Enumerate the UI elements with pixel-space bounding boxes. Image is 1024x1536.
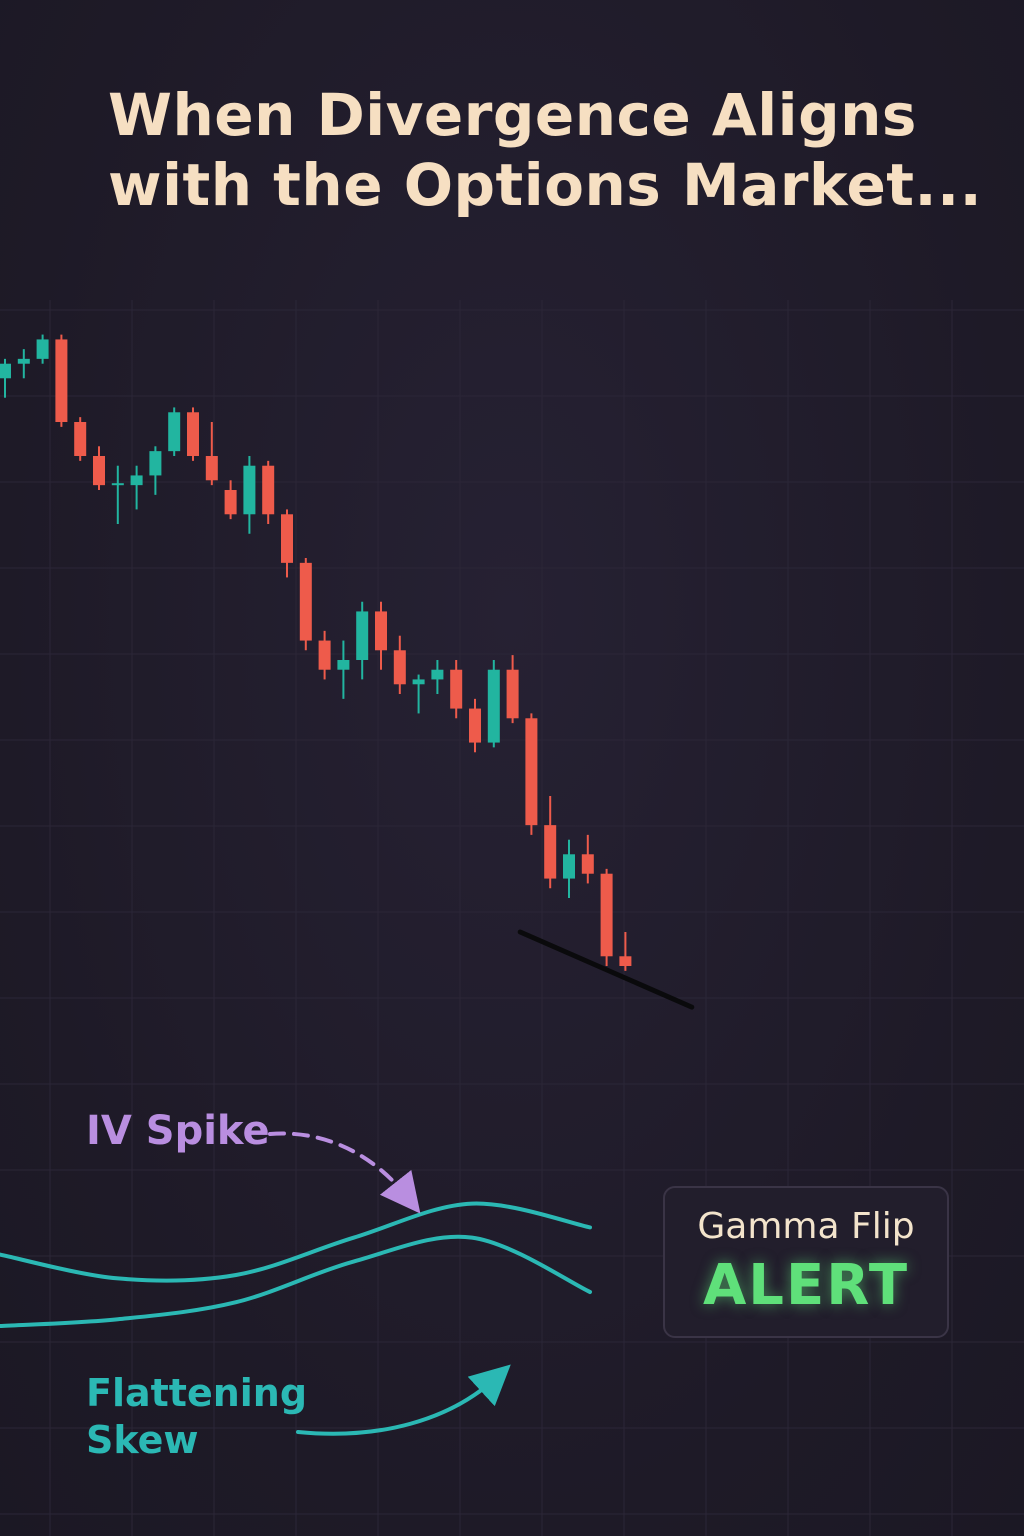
candle <box>431 660 444 694</box>
flattening-skew-label: Flattening Skew <box>86 1370 346 1464</box>
candle-body <box>581 854 594 874</box>
candle <box>55 334 68 427</box>
candle <box>506 655 519 724</box>
candle <box>393 635 406 694</box>
candle-body <box>506 669 519 719</box>
candle-body <box>393 650 406 685</box>
candle-body <box>600 873 613 957</box>
candle-body <box>450 669 463 709</box>
candle-body <box>544 825 557 879</box>
candle <box>356 601 369 680</box>
candle-body <box>111 483 124 486</box>
candle-body <box>525 718 538 826</box>
candle <box>130 465 143 510</box>
gamma-flip-alert-box: Gamma Flip ALERT <box>663 1186 949 1338</box>
candle <box>205 422 218 486</box>
candle <box>525 713 538 835</box>
candle <box>281 509 293 578</box>
divergence-trendline <box>517 929 695 1010</box>
candle <box>36 334 49 364</box>
candle-body <box>262 465 275 515</box>
candle <box>318 630 331 680</box>
candle <box>243 456 256 534</box>
candle <box>619 932 632 971</box>
candle <box>563 839 575 898</box>
candle <box>111 465 124 524</box>
candle-body <box>17 358 30 364</box>
candle <box>262 460 275 524</box>
candle-body <box>337 660 350 670</box>
candle-body <box>243 465 256 515</box>
candle <box>168 407 181 456</box>
iv-spike-arrow <box>268 1131 421 1214</box>
candlestick-series <box>0 334 632 971</box>
candle-body <box>149 451 162 476</box>
candle-body <box>168 412 181 452</box>
skew-label-line-2: Skew <box>86 1418 199 1462</box>
candle-body <box>130 475 143 486</box>
candle <box>74 417 87 461</box>
candle-body <box>36 339 49 359</box>
candle <box>17 349 30 379</box>
candle-body <box>224 490 237 515</box>
candle <box>299 558 312 651</box>
candle-body <box>93 456 105 486</box>
curve-iv <box>0 1201 592 1283</box>
candle-body <box>318 640 331 670</box>
candle-body <box>469 708 481 743</box>
candle <box>187 407 199 461</box>
candle-body <box>431 669 444 680</box>
title-line-2: with the Options Market... <box>108 151 983 219</box>
candle <box>600 868 613 966</box>
candle <box>544 796 557 889</box>
candle <box>0 358 11 398</box>
candle <box>149 446 162 495</box>
candle <box>224 480 237 520</box>
candle <box>581 834 594 884</box>
candle-body <box>281 514 293 563</box>
iv-spike-label: IV Spike <box>86 1108 270 1154</box>
candle-body <box>356 611 369 660</box>
candle-body <box>55 339 68 422</box>
candle-body <box>299 562 312 641</box>
candle <box>93 446 105 490</box>
skew-arrow <box>296 1364 511 1436</box>
curve-skew <box>0 1234 592 1328</box>
candle-body <box>563 854 575 879</box>
gamma-flip-title: Gamma Flip <box>697 1206 915 1247</box>
grid <box>0 300 1024 1536</box>
candle-body <box>412 679 425 685</box>
skew-label-line-1: Flattening <box>86 1371 308 1415</box>
candle-body <box>74 422 87 456</box>
trendline <box>517 929 695 1010</box>
candle-body <box>187 412 199 456</box>
candle-body <box>0 363 11 379</box>
candle <box>450 660 463 719</box>
candle <box>337 640 350 699</box>
title-line-1: When Divergence Aligns <box>108 81 917 149</box>
candle <box>487 660 500 748</box>
candle-body <box>619 956 632 966</box>
candle-body <box>375 611 387 651</box>
candle <box>375 601 387 670</box>
alert-status: ALERT <box>702 1253 910 1318</box>
options-curves <box>0 1131 592 1436</box>
candle-body <box>487 669 500 743</box>
page-title: When Divergence Aligns with the Options … <box>108 80 988 220</box>
candle <box>412 674 425 714</box>
candle <box>469 698 481 753</box>
candle-body <box>205 456 218 481</box>
